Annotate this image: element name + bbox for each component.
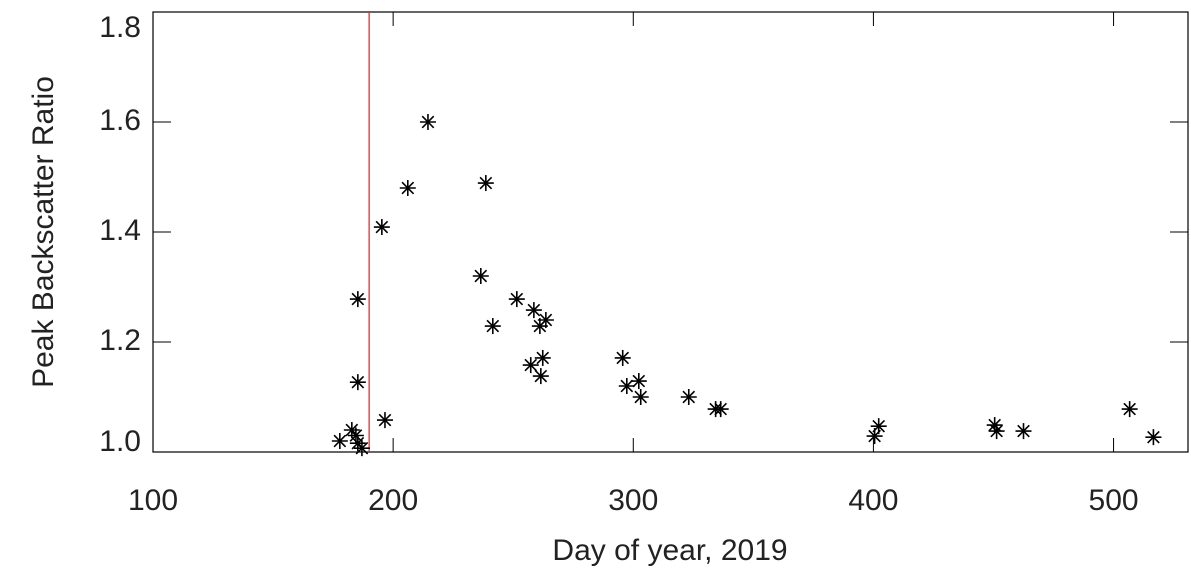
point (376, 412, 393, 429)
point (870, 418, 887, 435)
point (1121, 401, 1138, 418)
x-tick-label: 500 (1089, 484, 1139, 517)
x-tick-label: 300 (608, 484, 658, 517)
point (477, 175, 494, 192)
point (508, 291, 525, 308)
point (353, 440, 370, 457)
point (349, 291, 366, 308)
point (537, 312, 554, 328)
plot-frame (152, 11, 1189, 453)
point (399, 180, 416, 196)
y-tick-label: 1.2 (99, 324, 141, 357)
x-tick-label: 200 (368, 484, 418, 517)
x-tick-label: 100 (128, 484, 178, 517)
point (614, 349, 631, 366)
point (712, 401, 729, 418)
point (632, 389, 649, 405)
point (331, 433, 348, 449)
x-tick-label: 400 (848, 484, 898, 517)
y-tick-label: 1.6 (99, 104, 141, 137)
point (349, 374, 366, 391)
point (525, 302, 542, 319)
point (373, 219, 390, 236)
point (630, 373, 647, 390)
y-tick-label: 1.0 (99, 425, 141, 458)
point (1145, 429, 1162, 446)
point (680, 389, 697, 405)
y-tick-label: 1.4 (99, 214, 141, 247)
point (1015, 423, 1032, 440)
point (988, 423, 1005, 440)
point (472, 268, 489, 284)
point (618, 378, 635, 394)
point (532, 368, 549, 385)
point (419, 114, 436, 130)
point (484, 318, 501, 335)
y-axis-label: Peak Backscatter Ratio (27, 76, 60, 388)
point (522, 357, 539, 374)
point (534, 349, 551, 366)
y-tick-label: 1.8 (99, 11, 141, 44)
x-axis-label: Day of year, 2019 (552, 534, 787, 567)
